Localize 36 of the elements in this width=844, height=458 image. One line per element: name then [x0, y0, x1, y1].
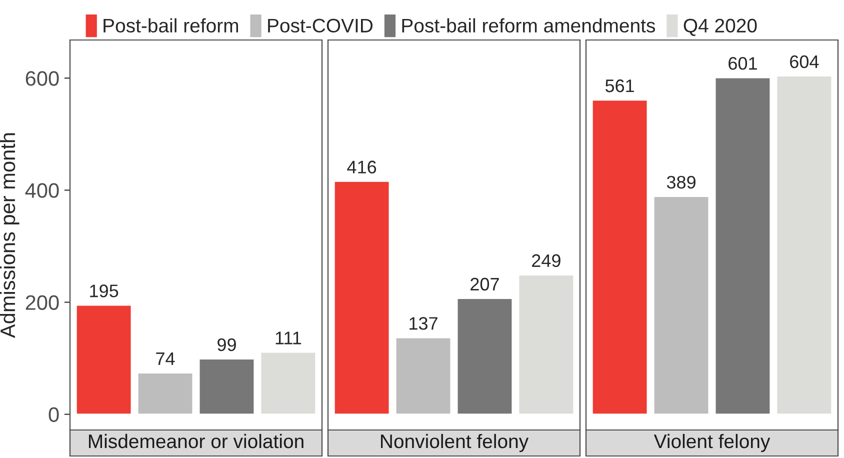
legend-label: Post-bail reform amendments — [402, 18, 656, 33]
data-label: 561 — [605, 79, 634, 92]
legend-label: Post-bail reform — [104, 18, 238, 33]
bar — [714, 76, 772, 416]
x-tick-label: Violent felony — [654, 434, 770, 452]
legend-label: Post-COVID — [268, 18, 373, 33]
y-axis-title: Admissions per month — [0, 133, 20, 338]
bar — [333, 180, 390, 416]
data-label: 111 — [276, 332, 302, 344]
bar — [518, 274, 575, 416]
data-label: 195 — [90, 284, 118, 298]
bar — [198, 358, 256, 416]
x-tick-label: Nonviolent felony — [381, 434, 529, 452]
data-label: 249 — [532, 254, 560, 268]
data-label: 601 — [728, 57, 757, 70]
data-label: 416 — [347, 160, 376, 174]
y-tick-label: 400 — [25, 183, 59, 198]
x-tick-label: Misdemeanor or violation — [88, 434, 304, 448]
y-tick-label: 0 — [48, 407, 59, 422]
bar — [394, 336, 452, 416]
bar — [652, 196, 710, 416]
data-label: 604 — [790, 55, 819, 68]
data-label: 389 — [666, 176, 696, 189]
y-tick-label: 200 — [26, 295, 59, 310]
bar — [136, 372, 194, 416]
y-tick-label: 600 — [26, 71, 59, 86]
bar — [75, 304, 132, 416]
data-label: 99 — [218, 338, 236, 352]
data-label: 137 — [410, 317, 438, 330]
bar — [456, 298, 514, 416]
legend-label: Q4 2020 — [684, 18, 757, 36]
data-label: 207 — [470, 278, 499, 291]
data-label: 74 — [156, 352, 175, 365]
bar — [776, 75, 833, 416]
bar — [260, 351, 317, 416]
bar — [591, 99, 648, 416]
